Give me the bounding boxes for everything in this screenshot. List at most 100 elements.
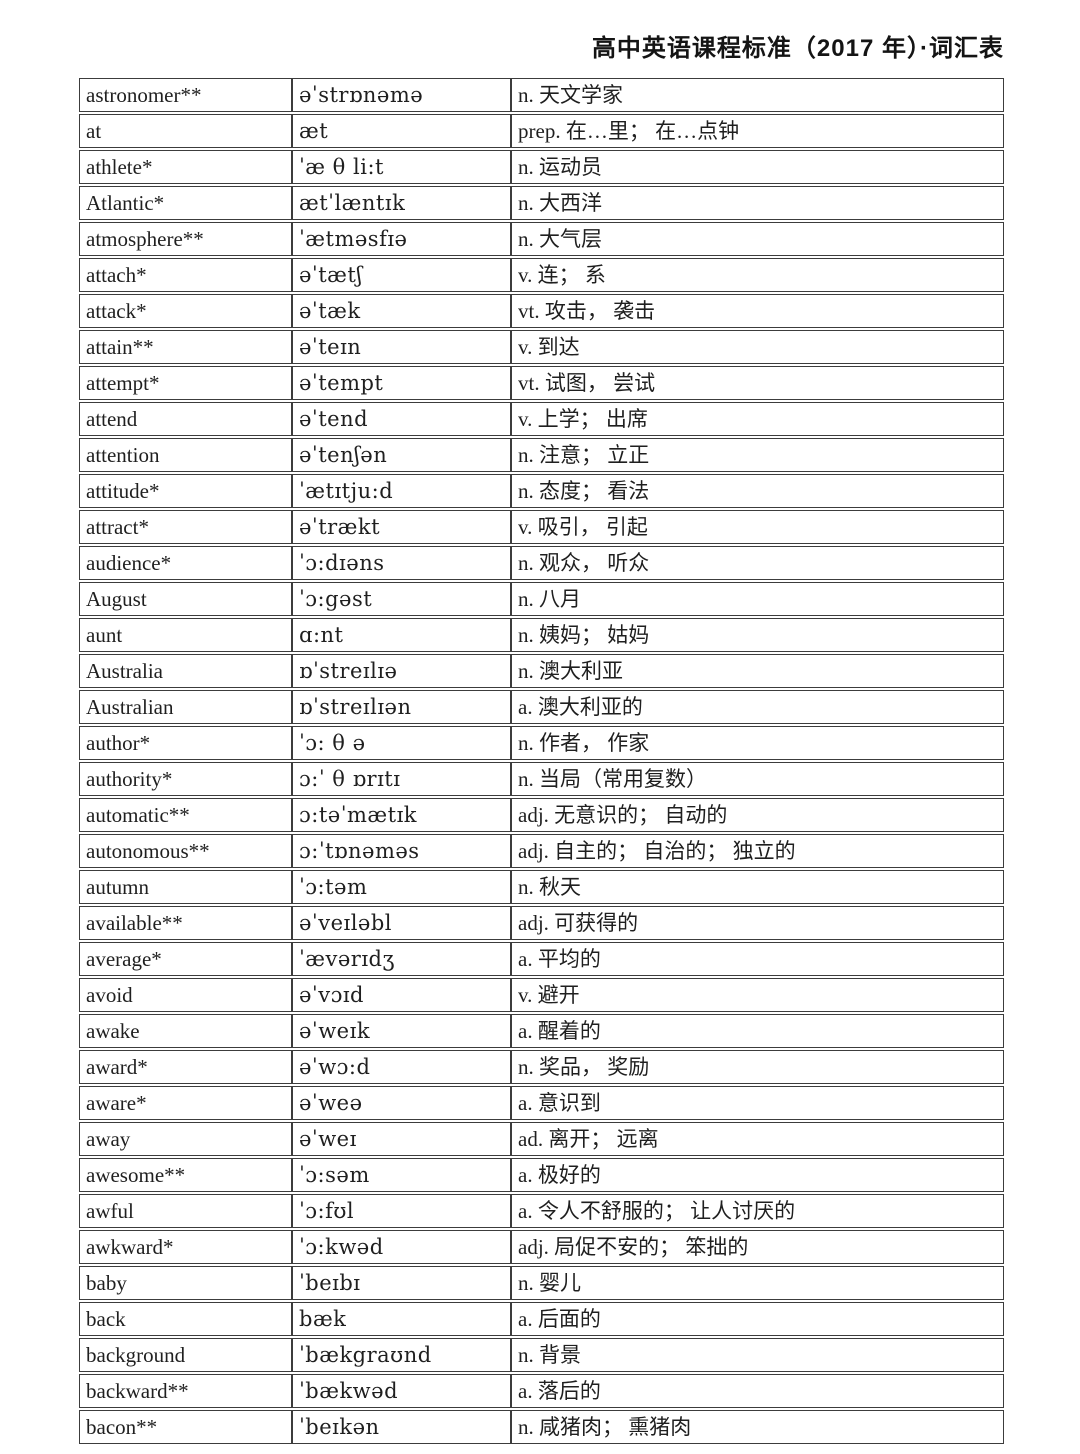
definition-cell: a. 极好的 (511, 1158, 1004, 1192)
phonetic-cell: ɔ:təˈmætɪk (292, 798, 511, 832)
phonetic-cell: əˈweɪ (292, 1122, 511, 1156)
definition-cell: n. 运动员 (511, 150, 1004, 184)
word-cell: attitude* (79, 474, 292, 508)
word-cell: attain** (79, 330, 292, 364)
phonetic-cell: ˈɔ:gəst (292, 582, 511, 616)
word-cell: attention (79, 438, 292, 472)
definition-cell: v. 到达 (511, 330, 1004, 364)
word-cell: atmosphere** (79, 222, 292, 256)
phonetic-cell: ˈɔ:dɪəns (292, 546, 511, 580)
definition-cell: a. 醒着的 (511, 1014, 1004, 1048)
phonetic-cell: ætˈlæntɪk (292, 186, 511, 220)
word-cell: available** (79, 906, 292, 940)
definition-cell: n. 澳大利亚 (511, 654, 1004, 688)
phonetic-cell: æt (292, 114, 511, 148)
phonetic-cell: əˈtæk (292, 294, 511, 328)
table-row: aware* əˈweə a. 意识到 (79, 1086, 1004, 1120)
table-row: Australia ɒˈstreɪlɪə n. 澳大利亚 (79, 654, 1004, 688)
phonetic-cell: ɒˈstreɪlɪə (292, 654, 511, 688)
phonetic-cell: ˈɔ:təm (292, 870, 511, 904)
definition-cell: n. 作者， 作家 (511, 726, 1004, 760)
definition-cell: v. 避开 (511, 978, 1004, 1012)
definition-cell: adj. 无意识的； 自动的 (511, 798, 1004, 832)
phonetic-cell: əˈteɪn (292, 330, 511, 364)
definition-cell: n. 秋天 (511, 870, 1004, 904)
table-row: back bæk a. 后面的 (79, 1302, 1004, 1336)
word-cell: baby (79, 1266, 292, 1300)
word-cell: avoid (79, 978, 292, 1012)
phonetic-cell: ˈɔ:səm (292, 1158, 511, 1192)
word-cell: Atlantic* (79, 186, 292, 220)
word-cell: attach* (79, 258, 292, 292)
word-cell: awesome** (79, 1158, 292, 1192)
table-row: autumn ˈɔ:təm n. 秋天 (79, 870, 1004, 904)
phonetic-cell: əˈtempt (292, 366, 511, 400)
definition-cell: adj. 可获得的 (511, 906, 1004, 940)
table-row: astronomer** əˈstrɒnəmə n. 天文学家 (79, 78, 1004, 112)
phonetic-cell: ˈæ θ li:t (292, 150, 511, 184)
phonetic-cell: ɑ:nt (292, 618, 511, 652)
definition-cell: n. 天文学家 (511, 78, 1004, 112)
phonetic-cell: ˈɔ: θ ə (292, 726, 511, 760)
definition-cell: n. 背景 (511, 1338, 1004, 1372)
word-cell: awkward* (79, 1230, 292, 1264)
definition-cell: n. 咸猪肉； 熏猪肉 (511, 1410, 1004, 1444)
word-cell: attack* (79, 294, 292, 328)
phonetic-cell: əˈweə (292, 1086, 511, 1120)
word-cell: aunt (79, 618, 292, 652)
word-cell: August (79, 582, 292, 616)
table-row: Atlantic* ætˈlæntɪk n. 大西洋 (79, 186, 1004, 220)
definition-cell: ad. 离开； 远离 (511, 1122, 1004, 1156)
phonetic-cell: bæk (292, 1302, 511, 1336)
phonetic-cell: ɔ:ˈ θ ɒrɪtɪ (292, 762, 511, 796)
definition-cell: v. 吸引， 引起 (511, 510, 1004, 544)
table-row: backward** ˈbækwəd a. 落后的 (79, 1374, 1004, 1408)
phonetic-cell: ˈbækwəd (292, 1374, 511, 1408)
phonetic-cell: əˈvɔɪd (292, 978, 511, 1012)
word-cell: back (79, 1302, 292, 1336)
word-cell: author* (79, 726, 292, 760)
word-cell: award* (79, 1050, 292, 1084)
phonetic-cell: ˈætɪtju:d (292, 474, 511, 508)
table-row: award* əˈwɔ:d n. 奖品， 奖励 (79, 1050, 1004, 1084)
definition-cell: n. 注意； 立正 (511, 438, 1004, 472)
table-row: author* ˈɔ: θ ə n. 作者， 作家 (79, 726, 1004, 760)
phonetic-cell: ɒˈstreɪlɪən (292, 690, 511, 724)
definition-cell: a. 后面的 (511, 1302, 1004, 1336)
phonetic-cell: əˈtrækt (292, 510, 511, 544)
table-row: baby ˈbeɪbɪ n. 婴儿 (79, 1266, 1004, 1300)
table-row: awful ˈɔ:fʊl a. 令人不舒服的； 让人讨厌的 (79, 1194, 1004, 1228)
word-cell: autonomous** (79, 834, 292, 868)
definition-cell: n. 大西洋 (511, 186, 1004, 220)
table-row: atmosphere** ˈætməsfɪə n. 大气层 (79, 222, 1004, 256)
definition-cell: n. 婴儿 (511, 1266, 1004, 1300)
table-row: average* ˈævərɪdʒ a. 平均的 (79, 942, 1004, 976)
definition-cell: a. 意识到 (511, 1086, 1004, 1120)
word-cell: awake (79, 1014, 292, 1048)
word-cell: attract* (79, 510, 292, 544)
table-row: August ˈɔ:gəst n. 八月 (79, 582, 1004, 616)
phonetic-cell: əˈstrɒnəmə (292, 78, 511, 112)
definition-cell: a. 澳大利亚的 (511, 690, 1004, 724)
phonetic-cell: əˈwɔ:d (292, 1050, 511, 1084)
table-row: attention əˈtenʃən n. 注意； 立正 (79, 438, 1004, 472)
definition-cell: n. 姨妈； 姑妈 (511, 618, 1004, 652)
definition-cell: vt. 试图， 尝试 (511, 366, 1004, 400)
definition-cell: v. 上学； 出席 (511, 402, 1004, 436)
definition-cell: n. 观众， 听众 (511, 546, 1004, 580)
table-row: attitude* ˈætɪtju:d n. 态度； 看法 (79, 474, 1004, 508)
phonetic-cell: ˈætməsfɪə (292, 222, 511, 256)
word-cell: background (79, 1338, 292, 1372)
phonetic-cell: ˈbækgraʊnd (292, 1338, 511, 1372)
word-cell: athlete* (79, 150, 292, 184)
definition-cell: n. 八月 (511, 582, 1004, 616)
word-cell: attend (79, 402, 292, 436)
word-cell: Australia (79, 654, 292, 688)
table-row: at æt prep. 在…里； 在…点钟 (79, 114, 1004, 148)
word-cell: bacon** (79, 1410, 292, 1444)
table-row: awake əˈweɪk a. 醒着的 (79, 1014, 1004, 1048)
definition-cell: n. 奖品， 奖励 (511, 1050, 1004, 1084)
table-row: attend əˈtend v. 上学； 出席 (79, 402, 1004, 436)
definition-cell: n. 当局（常用复数） (511, 762, 1004, 796)
